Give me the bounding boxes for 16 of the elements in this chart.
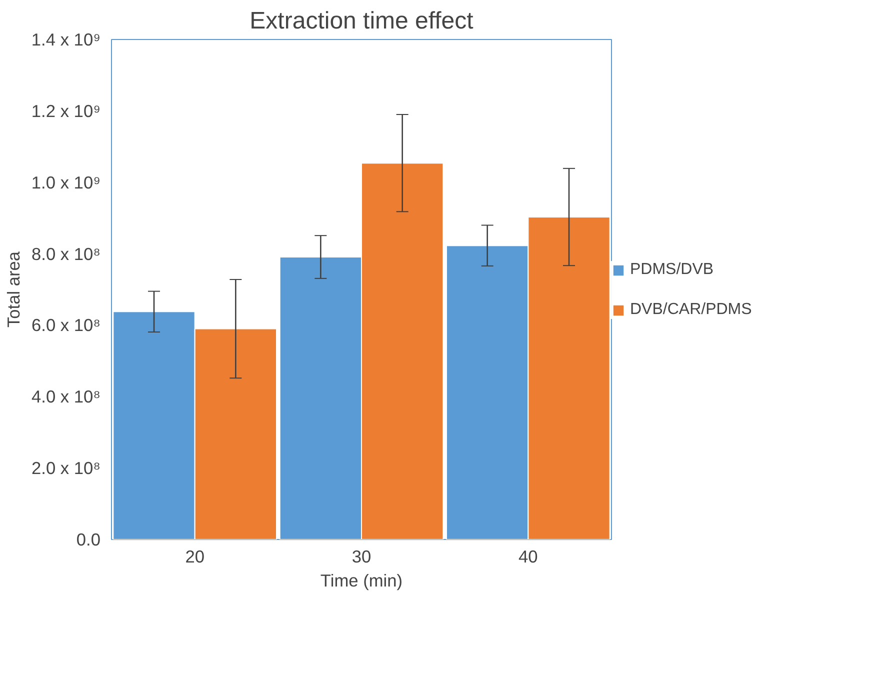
- y-tick-label: 0.0: [76, 530, 101, 550]
- y-tick-label: 6.0 x 10⁸: [32, 315, 101, 336]
- y-tick-label: 8.0 x 10⁸: [32, 244, 101, 264]
- y-tick-label: 2.0 x 10⁸: [32, 458, 101, 478]
- y-axis-title: Total area: [3, 251, 24, 328]
- chart-title: Extraction time effect: [250, 8, 474, 34]
- x-tick-label: 30: [352, 546, 372, 566]
- y-tick-label: 1.4 x 10⁹: [31, 30, 100, 50]
- x-tick-label: 20: [185, 546, 204, 566]
- legend-label: DVB/CAR/PDMS: [630, 301, 752, 319]
- x-axis-title: Time (min): [320, 570, 403, 590]
- legend-label: PDMS/DVB: [630, 261, 714, 279]
- x-tick-label: 40: [518, 546, 538, 566]
- y-tick-label: 4.0 x 10⁸: [32, 386, 101, 407]
- y-tick-label: 1.0 x 10⁹: [31, 172, 100, 192]
- y-tick-label: 1.2 x 10⁹: [31, 100, 100, 121]
